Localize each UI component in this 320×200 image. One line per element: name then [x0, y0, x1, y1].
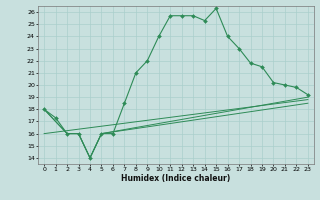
X-axis label: Humidex (Indice chaleur): Humidex (Indice chaleur) [121, 174, 231, 183]
